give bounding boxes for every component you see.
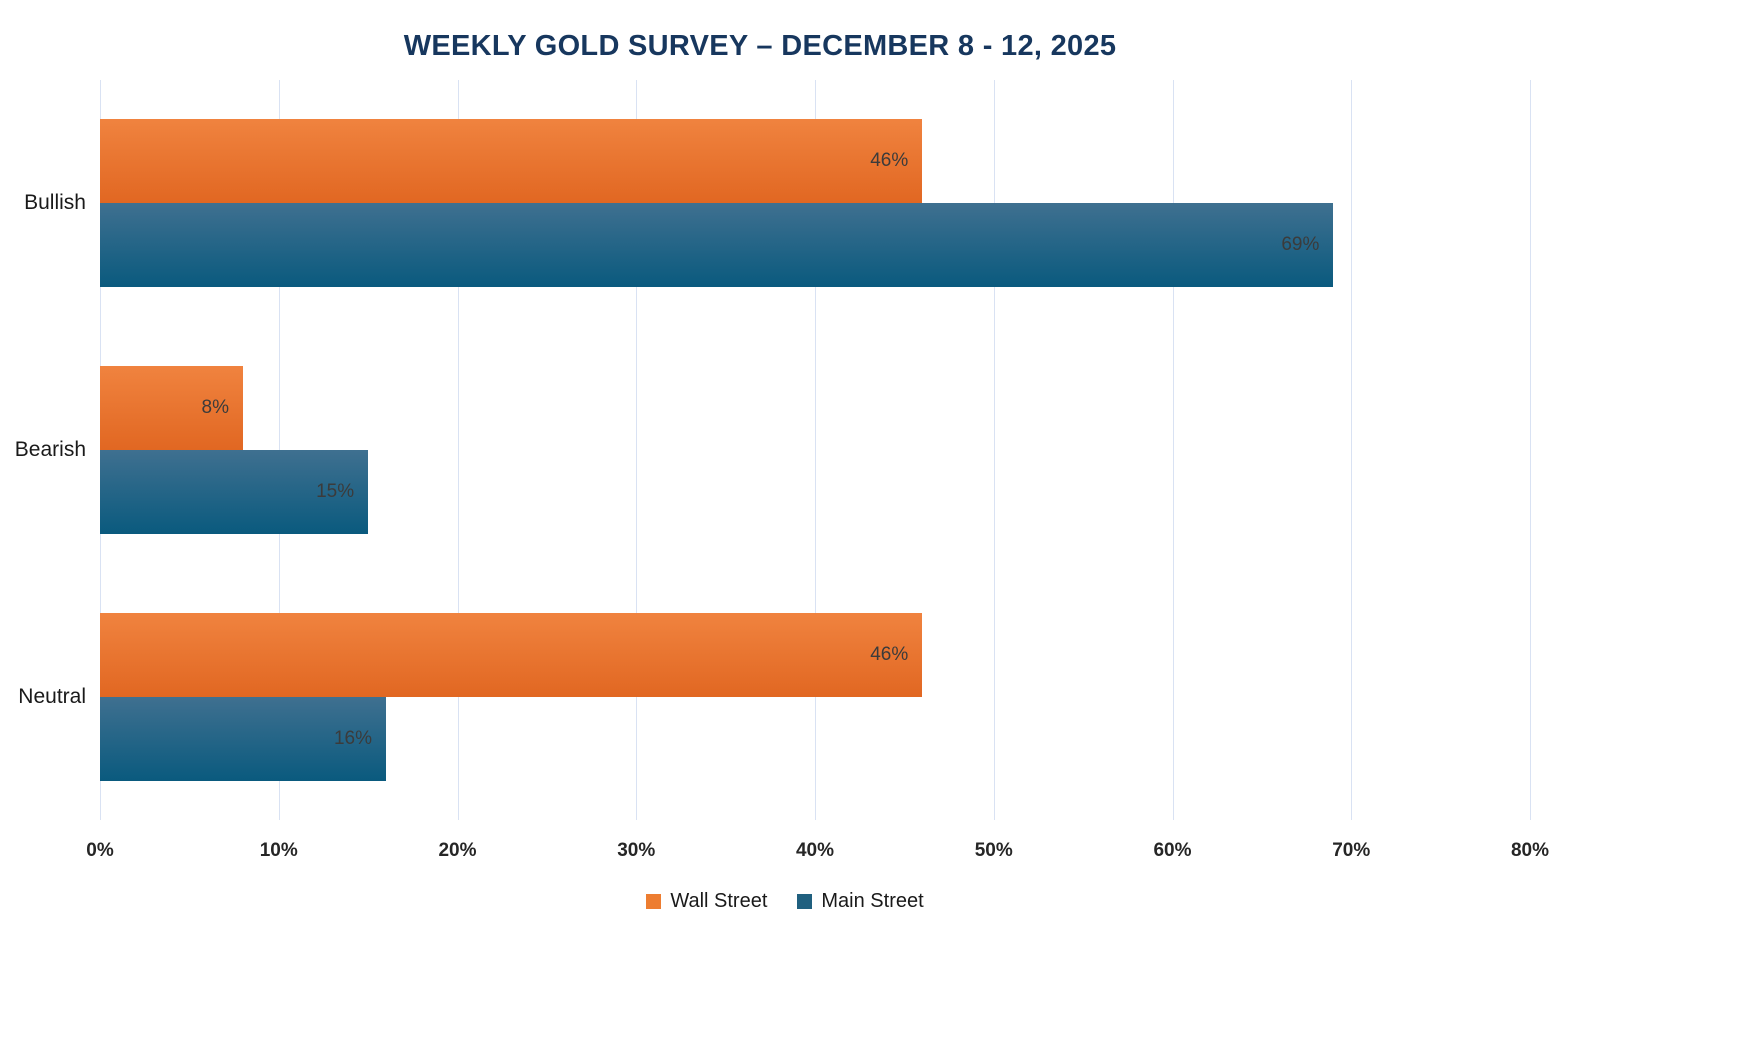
gridline	[1530, 80, 1531, 820]
category-label-neutral: Neutral	[18, 684, 86, 708]
bar-main-street-bearish: 15%	[100, 450, 369, 534]
legend-label-main-street: Main Street	[821, 890, 924, 912]
bar-value-label: 69%	[1281, 234, 1320, 256]
x-tick-label: 30%	[617, 840, 656, 861]
gridline	[993, 80, 995, 820]
legend-item-wall-street: Wall Street	[646, 890, 767, 913]
gridline	[1172, 80, 1174, 820]
bar-main-street-neutral: 16%	[100, 696, 386, 781]
legend-swatch-wall-street-icon	[646, 894, 662, 909]
x-tick-label: 40%	[795, 840, 835, 861]
category-label-bearish: Bearish	[14, 437, 86, 461]
x-tick-label: 70%	[1332, 840, 1371, 861]
chart-title: WEEKLY GOLD SURVEY – DECEMBER 8 - 12, 20…	[403, 30, 1117, 62]
legend-label-wall-street: Wall Street	[670, 890, 768, 912]
bar-value-label: 8%	[201, 397, 229, 418]
x-tick-label: 10%	[259, 840, 298, 861]
bar-wall-street-neutral: 46%	[100, 612, 923, 697]
legend-item-main-street: Main Street	[797, 890, 924, 913]
x-tick-label: 50%	[974, 840, 1013, 861]
bar-wall-street-bearish: 8%	[100, 366, 243, 450]
x-tick-label: 0%	[86, 840, 114, 861]
x-tick-label: 20%	[438, 840, 477, 861]
legend-swatch-main-street-icon	[797, 894, 813, 909]
bar-value-label: 46%	[870, 150, 909, 172]
x-tick-label: 80%	[1510, 840, 1550, 861]
gridline	[457, 80, 459, 820]
bar-main-street-bullish: 69%	[100, 203, 1334, 288]
plot-area: 46% 69% 8% 15% 46% 16%	[100, 80, 1531, 820]
gridline	[815, 80, 816, 820]
x-tick-label: 60%	[1153, 840, 1192, 861]
category-label-bullish: Bullish	[24, 191, 86, 215]
gridline	[1351, 80, 1353, 820]
bar-value-label: 46%	[870, 643, 909, 665]
bar-value-label: 15%	[316, 481, 355, 502]
bar-value-label: 16%	[333, 727, 372, 749]
gridline	[636, 80, 638, 820]
x-axis: 0% 10% 20% 30% 40% 50% 60% 70% 80%	[86, 840, 1549, 870]
bar-wall-street-bullish: 46%	[100, 119, 923, 204]
legend: Wall Street Main Street	[0, 890, 1570, 913]
